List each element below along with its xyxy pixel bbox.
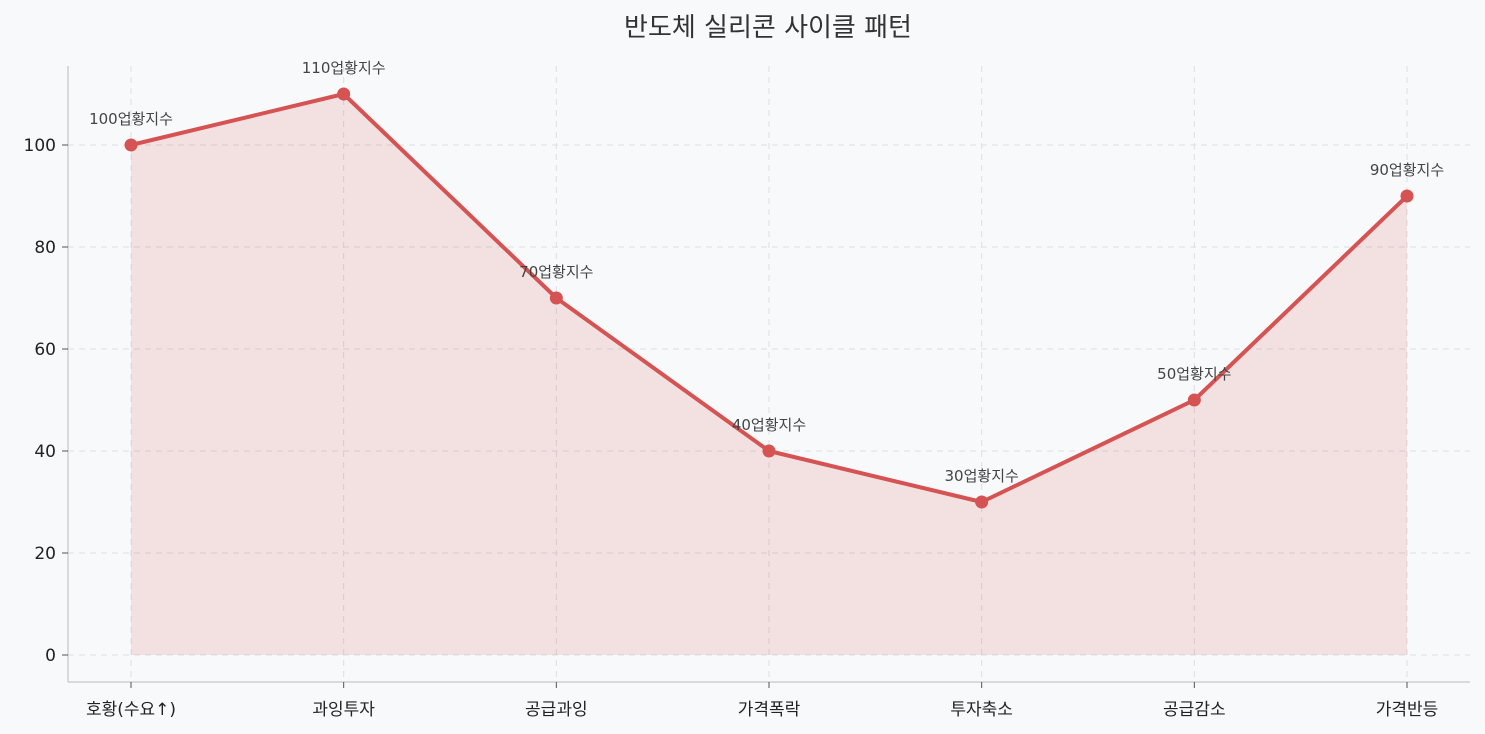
y-tick-label: 60 [34, 340, 56, 360]
grid [68, 66, 1470, 682]
x-tick-label: 공급감소 [1163, 700, 1226, 720]
data-label: 100업황지수 [89, 110, 173, 128]
data-label: 110업황지수 [302, 59, 386, 77]
x-ticks: 호황(수요↑) 과잉투자 공급과잉 가격폭락 투자축소 공급감소 가격반등 [86, 682, 1438, 720]
data-point [124, 138, 138, 152]
x-tick-label: 투자축소 [950, 700, 1013, 720]
data-label: 30업황지수 [945, 467, 1019, 485]
y-tick-label: 80 [34, 238, 56, 258]
chart-title: 반도체 실리콘 사이클 패턴 [624, 13, 912, 43]
y-tick-label: 100 [24, 136, 56, 156]
x-tick-label: 과잉투자 [312, 700, 375, 720]
data-label: 70업황지수 [519, 263, 593, 281]
data-point [337, 87, 351, 101]
series-area [131, 94, 1407, 655]
data-point [1400, 189, 1414, 203]
x-tick-label: 가격반등 [1376, 700, 1439, 720]
y-tick-label: 40 [34, 442, 56, 462]
data-label: 50업황지수 [1157, 365, 1231, 383]
data-labels: 100업황지수 110업황지수 70업황지수 40업황지수 30업황지수 50업황지수 90… [89, 59, 1444, 485]
data-label: 90업황지수 [1370, 161, 1444, 179]
x-tick-label: 공급과잉 [525, 700, 588, 720]
data-point [1187, 393, 1201, 407]
data-label: 40업황지수 [732, 416, 806, 434]
y-ticks: 0 20 40 60 80 100 [24, 136, 68, 666]
data-point [762, 444, 776, 458]
data-point [975, 495, 989, 509]
y-tick-label: 20 [34, 544, 56, 564]
x-tick-label: 가격폭락 [738, 700, 801, 720]
data-point [549, 291, 563, 305]
area-fill [131, 94, 1407, 655]
y-tick-label: 0 [45, 646, 56, 666]
x-tick-label: 호황(수요↑) [86, 700, 176, 720]
series [124, 87, 1414, 509]
